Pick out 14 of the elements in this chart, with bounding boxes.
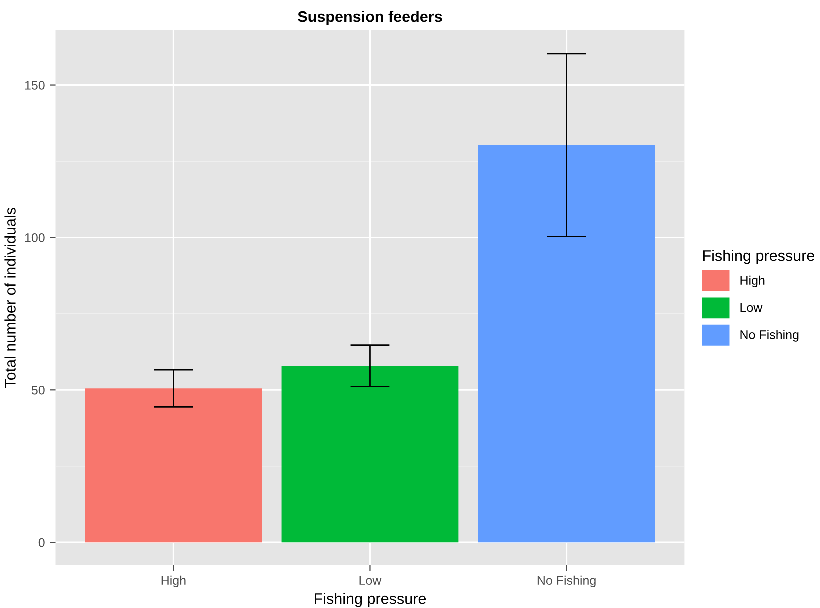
legend-label: No Fishing <box>740 330 799 342</box>
y-tick-label: 50 <box>32 386 45 395</box>
x-tick-label: Low <box>360 576 382 586</box>
x-axis-title: Fishing pressure <box>315 593 426 608</box>
y-tick-label: 0 <box>38 538 45 548</box>
legend-label: Low <box>740 303 763 312</box>
x-tick-label: No Fishing <box>538 576 596 588</box>
x-tick-label: High <box>162 576 186 588</box>
y-tick-label: 150 <box>25 81 45 90</box>
legend-title: Fishing pressure <box>703 250 814 264</box>
y-axis-title: Total number of individuals <box>4 208 16 388</box>
y-tick-label: 100 <box>25 234 45 242</box>
chart-title: Suspension feeders <box>298 10 442 26</box>
legend-label: High <box>740 276 765 288</box>
